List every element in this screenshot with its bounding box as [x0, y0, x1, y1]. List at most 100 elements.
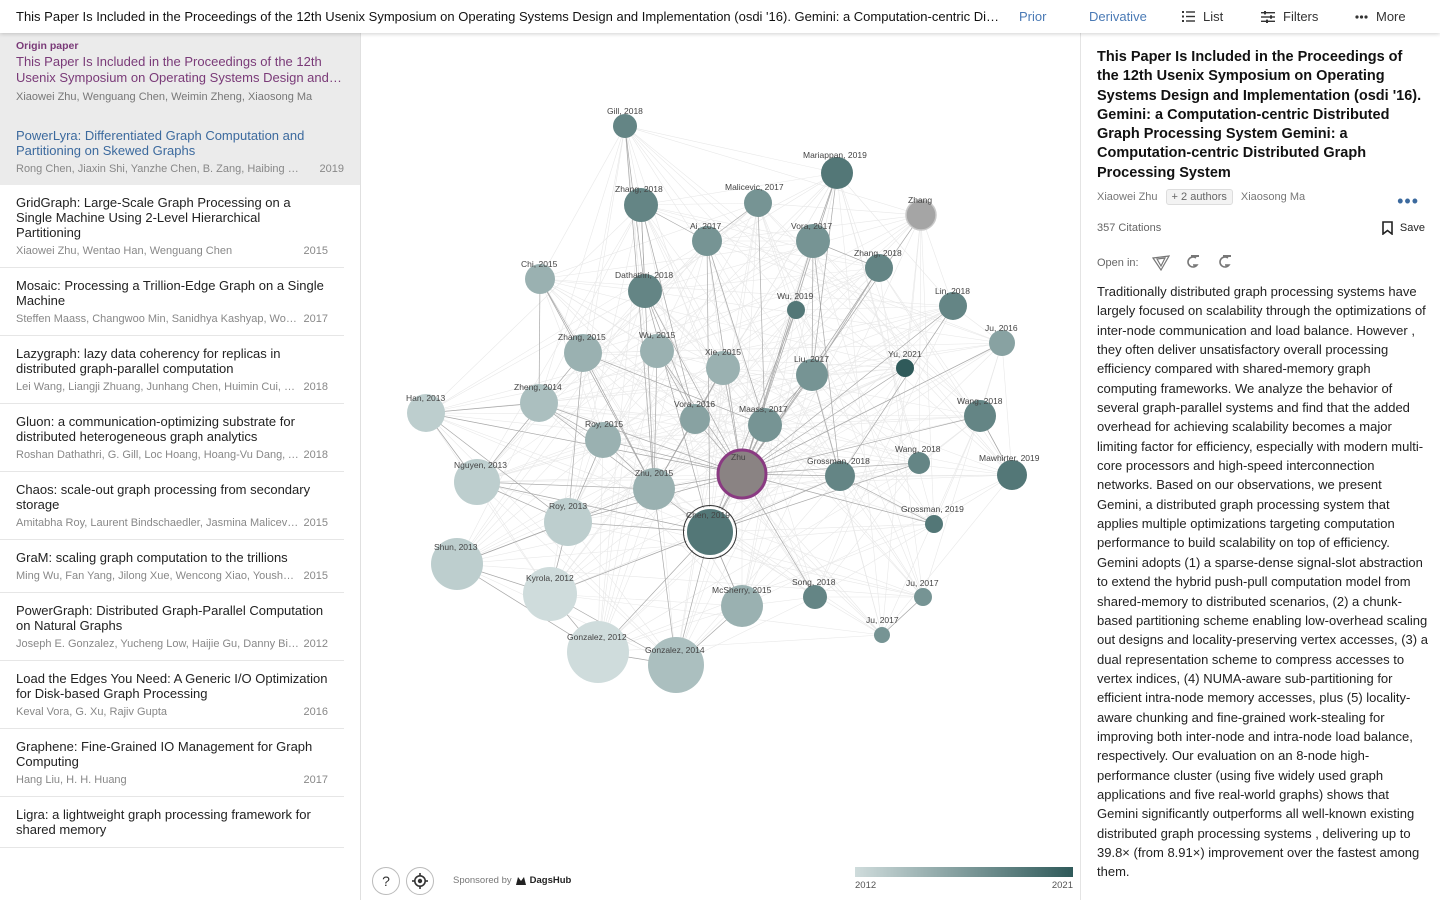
graph-node[interactable]: Wu, 2019 — [777, 291, 814, 319]
detail-author-first[interactable]: Xiaowei Zhu — [1097, 191, 1158, 204]
help-button[interactable]: ? — [372, 867, 400, 895]
graph-node-circle[interactable] — [865, 254, 893, 282]
graph-node[interactable]: Vora, 2016 — [674, 399, 715, 434]
detail-author-last[interactable]: Xiaosong Ma — [1240, 191, 1306, 204]
graph-node-circle[interactable] — [787, 301, 805, 319]
graph-node-circle[interactable] — [520, 384, 558, 422]
paper-list-item[interactable]: PowerLyra: Differentiated Graph Computat… — [0, 118, 360, 185]
graph-node-circle[interactable] — [680, 404, 710, 434]
graph-node-circle[interactable] — [925, 515, 943, 533]
sponsor-note[interactable]: Sponsored by DagsHub — [453, 875, 571, 886]
graph-node-circle[interactable] — [407, 394, 445, 432]
graph-node-circle[interactable] — [874, 627, 890, 643]
graph-node-circle[interactable] — [585, 422, 621, 458]
graph-node-circle[interactable] — [454, 459, 500, 505]
graph-node[interactable]: Mawhirter, 2019 — [979, 453, 1040, 490]
graph-node-circle[interactable] — [803, 585, 827, 609]
graph-node-circle[interactable] — [908, 452, 930, 474]
graph-view[interactable]: Gill, 2018 Mariappan, 2019 Zhang, 2018 Mali… — [361, 33, 1079, 900]
prior-tab[interactable]: Prior — [1019, 9, 1047, 24]
graph-node[interactable]: Grossman, 2019 — [901, 504, 964, 533]
graph-node[interactable]: Xie, 2015 — [705, 347, 741, 385]
graph-node-circle[interactable] — [523, 567, 577, 621]
graph-node[interactable]: Wang, 2018 — [957, 396, 1003, 432]
graph-node[interactable]: Vora, 2017 — [791, 221, 832, 258]
google-search-icon[interactable] — [1215, 253, 1235, 273]
citation-graph[interactable]: Gill, 2018 Mariappan, 2019 Zhang, 2018 Mali… — [361, 33, 1079, 900]
graph-node-circle[interactable] — [431, 538, 483, 590]
graph-node-circle[interactable] — [939, 292, 967, 320]
save-button[interactable]: Save — [1382, 221, 1425, 235]
graph-node[interactable]: Zhang, 2018 — [854, 248, 902, 282]
graph-node-circle[interactable] — [748, 408, 782, 442]
graph-node[interactable]: Zhang, 2018 — [615, 184, 663, 222]
graph-node[interactable]: Roy, 2013 — [544, 498, 592, 546]
graph-node-circle[interactable] — [692, 226, 722, 256]
graph-node-circle[interactable] — [964, 400, 996, 432]
graph-node[interactable]: Ju, 2017 — [866, 615, 899, 643]
graph-node-circle[interactable] — [525, 264, 555, 294]
graph-node-circle[interactable] — [989, 330, 1015, 356]
graph-node[interactable]: Zhang — [905, 195, 937, 231]
graph-node[interactable]: Zheng, 2014 — [514, 382, 562, 422]
paper-list-item[interactable]: GraM: scaling graph computation to the t… — [0, 540, 344, 593]
graph-node[interactable]: Chen, 2019 — [683, 505, 737, 559]
graph-node[interactable]: Song, 2018 — [792, 577, 836, 609]
graph-node[interactable]: McSherry, 2015 — [712, 585, 772, 627]
detail-menu-dots-icon[interactable]: ••• — [1397, 191, 1419, 211]
graph-node[interactable]: Zhang, 2015 — [558, 332, 606, 372]
graph-node-circle[interactable] — [633, 468, 675, 510]
graph-node-circle[interactable] — [796, 359, 828, 391]
graph-node[interactable]: Mariappan, 2019 — [803, 150, 867, 189]
graph-node-circle[interactable] — [997, 460, 1027, 490]
graph-node-circle[interactable] — [613, 114, 637, 138]
paper-list-item[interactable]: PowerGraph: Distributed Graph-Parallel C… — [0, 593, 344, 661]
graph-node-circle[interactable] — [905, 199, 937, 231]
graph-node-circle[interactable] — [648, 637, 704, 693]
paper-list-item[interactable]: Lazygraph: lazy data coherency for repli… — [0, 336, 344, 404]
graph-node-circle[interactable] — [628, 274, 662, 308]
paper-list-item[interactable]: Chaos: scale-out graph processing from s… — [0, 472, 344, 540]
graph-node-circle[interactable] — [821, 157, 853, 189]
graph-node[interactable]: Nguyen, 2013 — [454, 459, 507, 505]
graph-node[interactable]: Shun, 2013 — [431, 538, 483, 590]
graph-node-circle[interactable] — [914, 588, 932, 606]
paper-list-item[interactable]: Ligra: a lightweight graph processing fr… — [0, 797, 344, 848]
graph-node[interactable]: Gonzalez, 2012 — [567, 621, 629, 683]
graph-node[interactable]: Wang, 2018 — [895, 444, 941, 474]
list-button[interactable]: List — [1182, 9, 1223, 24]
paper-list-item[interactable]: Graphene: Fine-Grained IO Management for… — [0, 729, 344, 797]
graph-node[interactable]: Grossman, 2018 — [807, 456, 870, 491]
graph-node[interactable]: Maass, 2017 — [739, 404, 788, 442]
graph-node-circle[interactable] — [567, 621, 629, 683]
graph-node-circle[interactable] — [544, 498, 592, 546]
graph-node-circle[interactable] — [564, 334, 602, 372]
origin-paper-card[interactable]: Origin paper This Paper Is Included in t… — [0, 33, 360, 118]
graph-node[interactable]: Wu, 2015 — [639, 330, 676, 368]
graph-node[interactable]: Han, 2013 — [406, 393, 445, 432]
graph-node-circle[interactable] — [716, 448, 768, 500]
graph-node-circle[interactable] — [685, 507, 735, 557]
graph-node-circle[interactable] — [896, 359, 914, 377]
graph-node[interactable]: Lin, 2018 — [935, 286, 970, 320]
graph-node-circle[interactable] — [825, 461, 855, 491]
graph-node[interactable]: Zhu, 2015 — [633, 468, 675, 510]
paper-list-item[interactable]: GridGraph: Large-Scale Graph Processing … — [0, 185, 344, 268]
graph-node[interactable]: Yu, 2021 — [888, 349, 922, 377]
graph-node[interactable]: Liu, 2017 — [794, 354, 829, 391]
graph-node[interactable]: Ju, 2016 — [985, 323, 1018, 356]
graph-node-circle[interactable] — [744, 189, 772, 217]
graph-node-circle[interactable] — [706, 351, 740, 385]
graph-node[interactable]: Chi, 2015 — [521, 259, 558, 294]
recenter-button[interactable] — [406, 867, 434, 895]
derivative-tab[interactable]: Derivative — [1089, 9, 1147, 24]
graph-node[interactable]: Zhu — [716, 448, 768, 500]
semantic-scholar-icon[interactable] — [1151, 253, 1171, 273]
paper-list-item[interactable]: Gluon: a communication-optimizing substr… — [0, 404, 344, 472]
paper-list-item[interactable]: Mosaic: Processing a Trillion-Edge Graph… — [0, 268, 344, 336]
graph-node[interactable]: Kyrola, 2012 — [523, 567, 577, 621]
graph-node[interactable]: Roy, 2015 — [585, 419, 623, 458]
graph-node[interactable]: Ai, 2017 — [690, 221, 722, 256]
graph-node[interactable]: Ju, 2017 — [906, 578, 939, 606]
graph-node-circle[interactable] — [721, 585, 763, 627]
